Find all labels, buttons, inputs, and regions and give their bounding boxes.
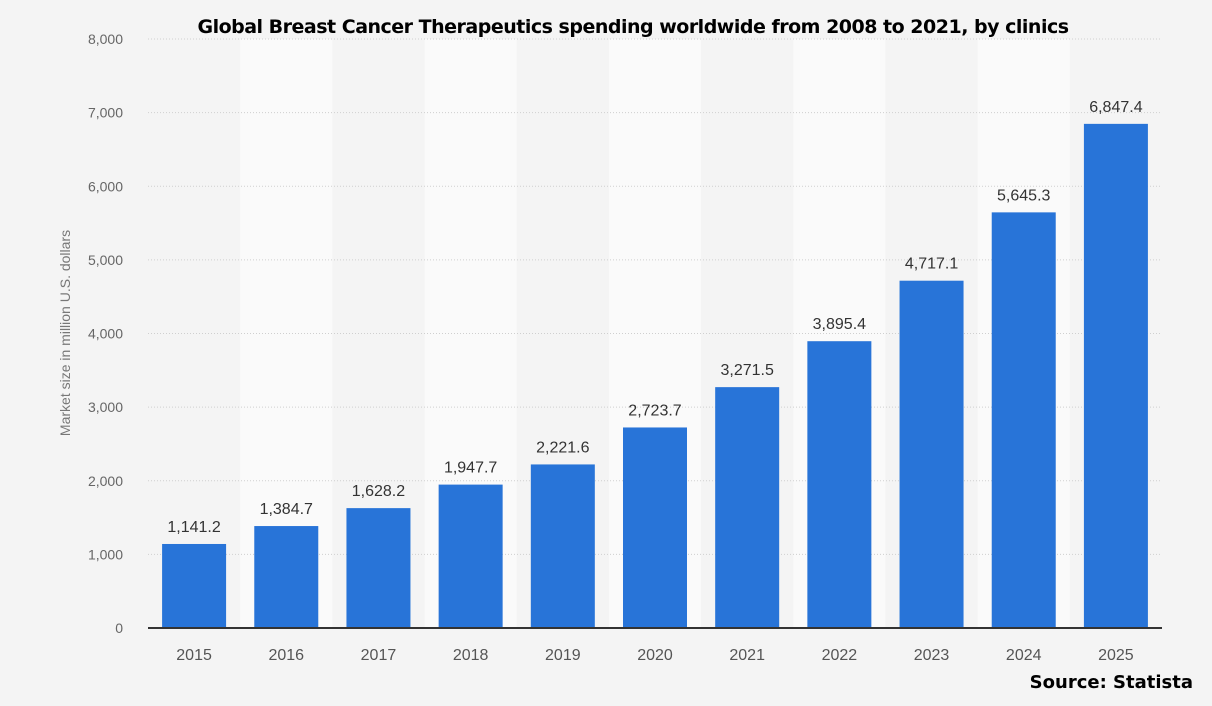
data-label: 3,895.4 bbox=[813, 316, 866, 333]
y-tick-label: 1,000 bbox=[88, 546, 123, 562]
data-label: 2,221.6 bbox=[536, 439, 589, 456]
x-tick-label: 2016 bbox=[268, 647, 304, 664]
data-label: 1,384.7 bbox=[260, 501, 313, 518]
bar-2019 bbox=[530, 464, 595, 628]
x-tick-label: 2024 bbox=[1006, 647, 1042, 664]
x-tick-label: 2023 bbox=[914, 647, 950, 664]
y-tick-label: 5,000 bbox=[88, 252, 123, 268]
y-axis-label: Market size in million U.S. dollars bbox=[57, 230, 73, 436]
data-label: 3,271.5 bbox=[720, 362, 773, 379]
x-tick-label: 2015 bbox=[176, 647, 212, 664]
bar-2024 bbox=[991, 212, 1056, 628]
y-tick-label: 4,000 bbox=[88, 326, 123, 342]
bar-2020 bbox=[623, 427, 687, 628]
y-tick-label: 2,000 bbox=[88, 473, 123, 489]
x-tick-label: 2019 bbox=[545, 647, 581, 664]
data-label: 2,723.7 bbox=[628, 402, 681, 419]
data-label: 5,645.3 bbox=[997, 187, 1050, 204]
y-tick-label: 3,000 bbox=[88, 399, 123, 415]
y-tick-label: 7,000 bbox=[88, 105, 123, 121]
source-label: Source: Statista bbox=[1030, 672, 1193, 693]
bar-2017 bbox=[346, 508, 411, 628]
y-tick-label: 6,000 bbox=[88, 178, 123, 194]
bar-2025 bbox=[1083, 123, 1148, 629]
bar-2022 bbox=[807, 341, 872, 628]
x-tick-label: 2025 bbox=[1098, 647, 1134, 664]
data-label: 1,141.2 bbox=[167, 519, 220, 536]
data-label: 6,847.4 bbox=[1089, 99, 1142, 116]
bar-2023 bbox=[899, 280, 964, 628]
bar-2016 bbox=[254, 526, 319, 628]
data-label: 1,947.7 bbox=[444, 460, 497, 477]
chart-title: Global Breast Cancer Therapeutics spendi… bbox=[197, 16, 1068, 38]
x-tick-label: 2018 bbox=[453, 647, 489, 664]
x-tick-label: 2022 bbox=[822, 647, 858, 664]
x-tick-label: 2017 bbox=[361, 647, 397, 664]
data-label: 1,628.2 bbox=[352, 483, 405, 500]
bar-2015 bbox=[162, 543, 227, 628]
bar-2021 bbox=[715, 387, 780, 628]
y-tick-label: 0 bbox=[115, 620, 123, 636]
x-tick-label: 2020 bbox=[637, 647, 673, 664]
x-tick-label: 2021 bbox=[729, 647, 765, 664]
data-label: 4,717.1 bbox=[905, 256, 958, 273]
bar-2018 bbox=[438, 484, 503, 628]
y-tick-label: 8,000 bbox=[88, 31, 123, 47]
